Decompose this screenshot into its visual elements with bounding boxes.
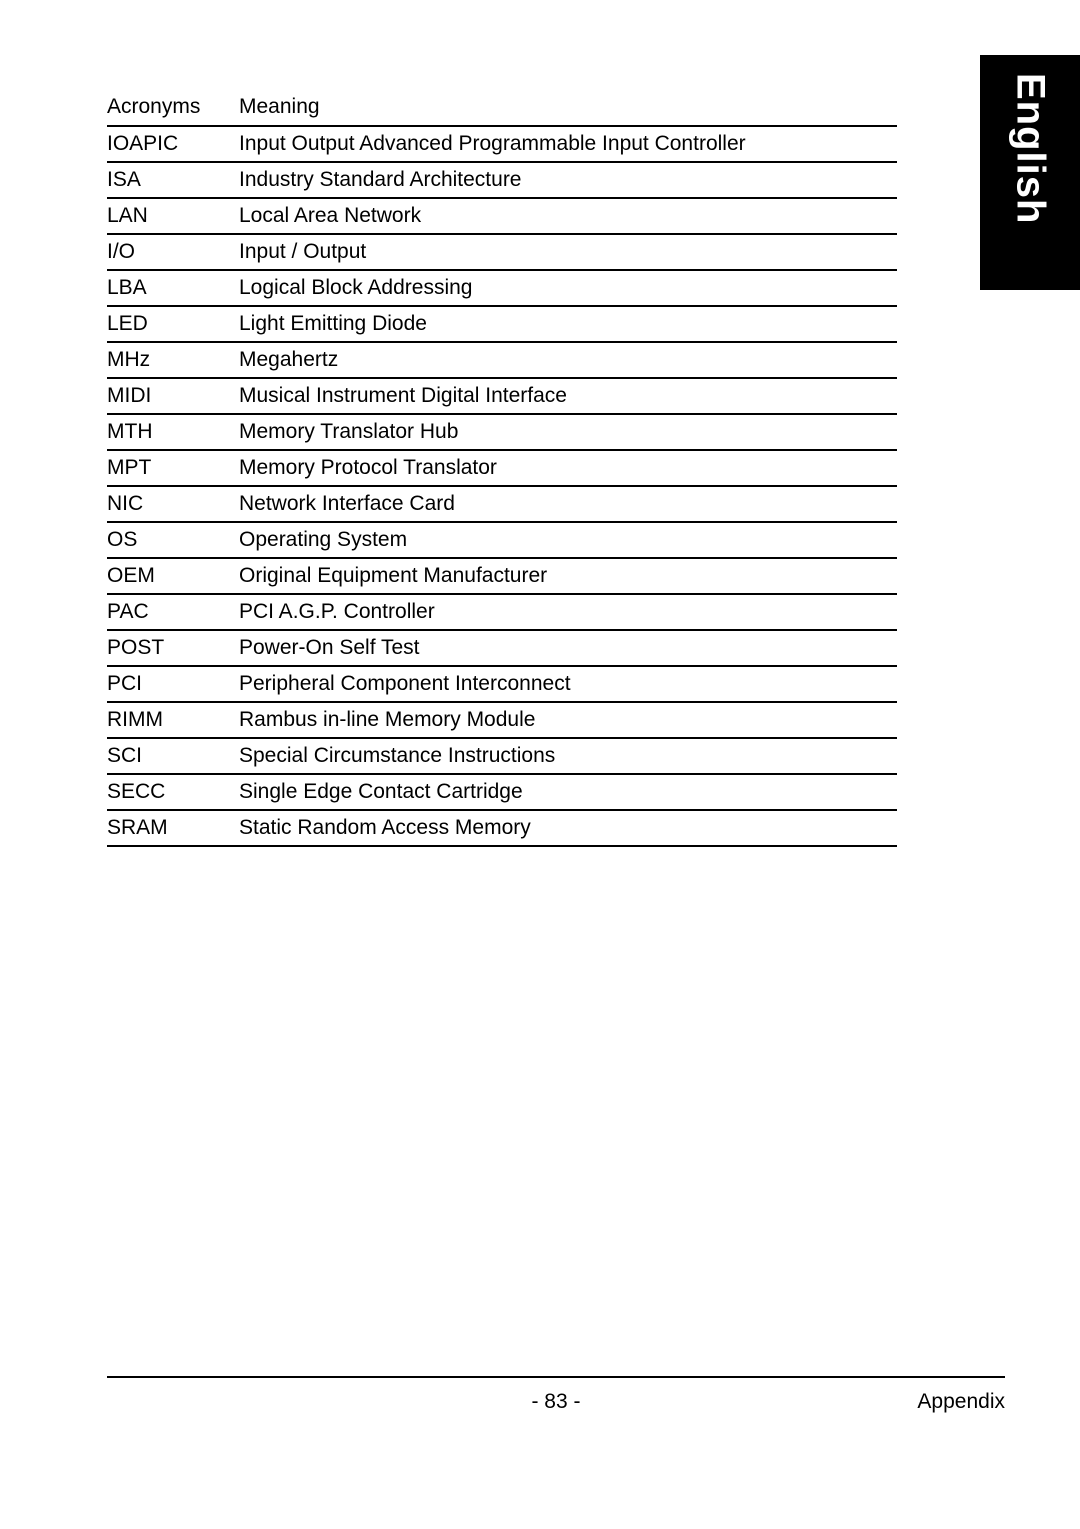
acronym-cell: MHz [107, 342, 239, 378]
acronym-cell: MPT [107, 450, 239, 486]
meaning-cell: Light Emitting Diode [239, 306, 897, 342]
meaning-cell: Special Circumstance Instructions [239, 738, 897, 774]
acronym-cell: IOAPIC [107, 126, 239, 162]
acronym-cell: RIMM [107, 702, 239, 738]
meaning-cell: Logical Block Addressing [239, 270, 897, 306]
meaning-cell: Original Equipment Manufacturer [239, 558, 897, 594]
language-side-tab: English [980, 55, 1080, 290]
table-row: SCISpecial Circumstance Instructions [107, 738, 897, 774]
meaning-cell: PCI A.G.P. Controller [239, 594, 897, 630]
acronym-cell: LED [107, 306, 239, 342]
table-row: MIDIMusical Instrument Digital Interface [107, 378, 897, 414]
table-row: PCIPeripheral Component Interconnect [107, 666, 897, 702]
table-row: LEDLight Emitting Diode [107, 306, 897, 342]
acronym-cell: NIC [107, 486, 239, 522]
meaning-cell: Power-On Self Test [239, 630, 897, 666]
meaning-cell: Input Output Advanced Programmable Input… [239, 126, 897, 162]
table-row: OSOperating System [107, 522, 897, 558]
meaning-cell: Rambus in-line Memory Module [239, 702, 897, 738]
main-content: Acronyms Meaning IOAPICInput Output Adva… [107, 90, 897, 847]
page-number: - 83 - [107, 1390, 1005, 1414]
meaning-cell: Single Edge Contact Cartridge [239, 774, 897, 810]
table-row: MHzMegahertz [107, 342, 897, 378]
meaning-cell: Musical Instrument Digital Interface [239, 378, 897, 414]
header-meaning: Meaning [239, 90, 897, 126]
acronym-cell: I/O [107, 234, 239, 270]
meaning-cell: Memory Protocol Translator [239, 450, 897, 486]
table-row: LANLocal Area Network [107, 198, 897, 234]
acronym-cell: POST [107, 630, 239, 666]
table-header-row: Acronyms Meaning [107, 90, 897, 126]
table-row: OEMOriginal Equipment Manufacturer [107, 558, 897, 594]
meaning-cell: Megahertz [239, 342, 897, 378]
meaning-cell: Network Interface Card [239, 486, 897, 522]
acronym-cell: MTH [107, 414, 239, 450]
table-body: IOAPICInput Output Advanced Programmable… [107, 126, 897, 846]
acronym-cell: ISA [107, 162, 239, 198]
acronym-cell: OS [107, 522, 239, 558]
table-row: ISAIndustry Standard Architecture [107, 162, 897, 198]
table-row: SECCSingle Edge Contact Cartridge [107, 774, 897, 810]
meaning-cell: Memory Translator Hub [239, 414, 897, 450]
table-row: POSTPower-On Self Test [107, 630, 897, 666]
footer-row: - 83 - Appendix [107, 1390, 1005, 1414]
acronym-cell: SCI [107, 738, 239, 774]
meaning-cell: Local Area Network [239, 198, 897, 234]
meaning-cell: Peripheral Component Interconnect [239, 666, 897, 702]
table-row: NICNetwork Interface Card [107, 486, 897, 522]
table-row: IOAPICInput Output Advanced Programmable… [107, 126, 897, 162]
table-row: LBALogical Block Addressing [107, 270, 897, 306]
meaning-cell: Input / Output [239, 234, 897, 270]
acronym-cell: LBA [107, 270, 239, 306]
table-row: I/OInput / Output [107, 234, 897, 270]
header-acronyms: Acronyms [107, 90, 239, 126]
acronym-cell: OEM [107, 558, 239, 594]
page-footer: - 83 - Appendix [107, 1376, 1005, 1414]
acronym-cell: PCI [107, 666, 239, 702]
table-row: MPTMemory Protocol Translator [107, 450, 897, 486]
acronym-cell: SRAM [107, 810, 239, 846]
meaning-cell: Operating System [239, 522, 897, 558]
table-row: SRAMStatic Random Access Memory [107, 810, 897, 846]
acronym-cell: LAN [107, 198, 239, 234]
acronym-cell: PAC [107, 594, 239, 630]
table-row: MTHMemory Translator Hub [107, 414, 897, 450]
meaning-cell: Static Random Access Memory [239, 810, 897, 846]
acronyms-table: Acronyms Meaning IOAPICInput Output Adva… [107, 90, 897, 847]
document-page: English Acronyms Meaning IOAPICInput Out… [0, 0, 1080, 1529]
table-row: RIMMRambus in-line Memory Module [107, 702, 897, 738]
language-label: English [1008, 73, 1053, 224]
footer-divider [107, 1376, 1005, 1378]
acronym-cell: MIDI [107, 378, 239, 414]
table-row: PACPCI A.G.P. Controller [107, 594, 897, 630]
acronym-cell: SECC [107, 774, 239, 810]
meaning-cell: Industry Standard Architecture [239, 162, 897, 198]
